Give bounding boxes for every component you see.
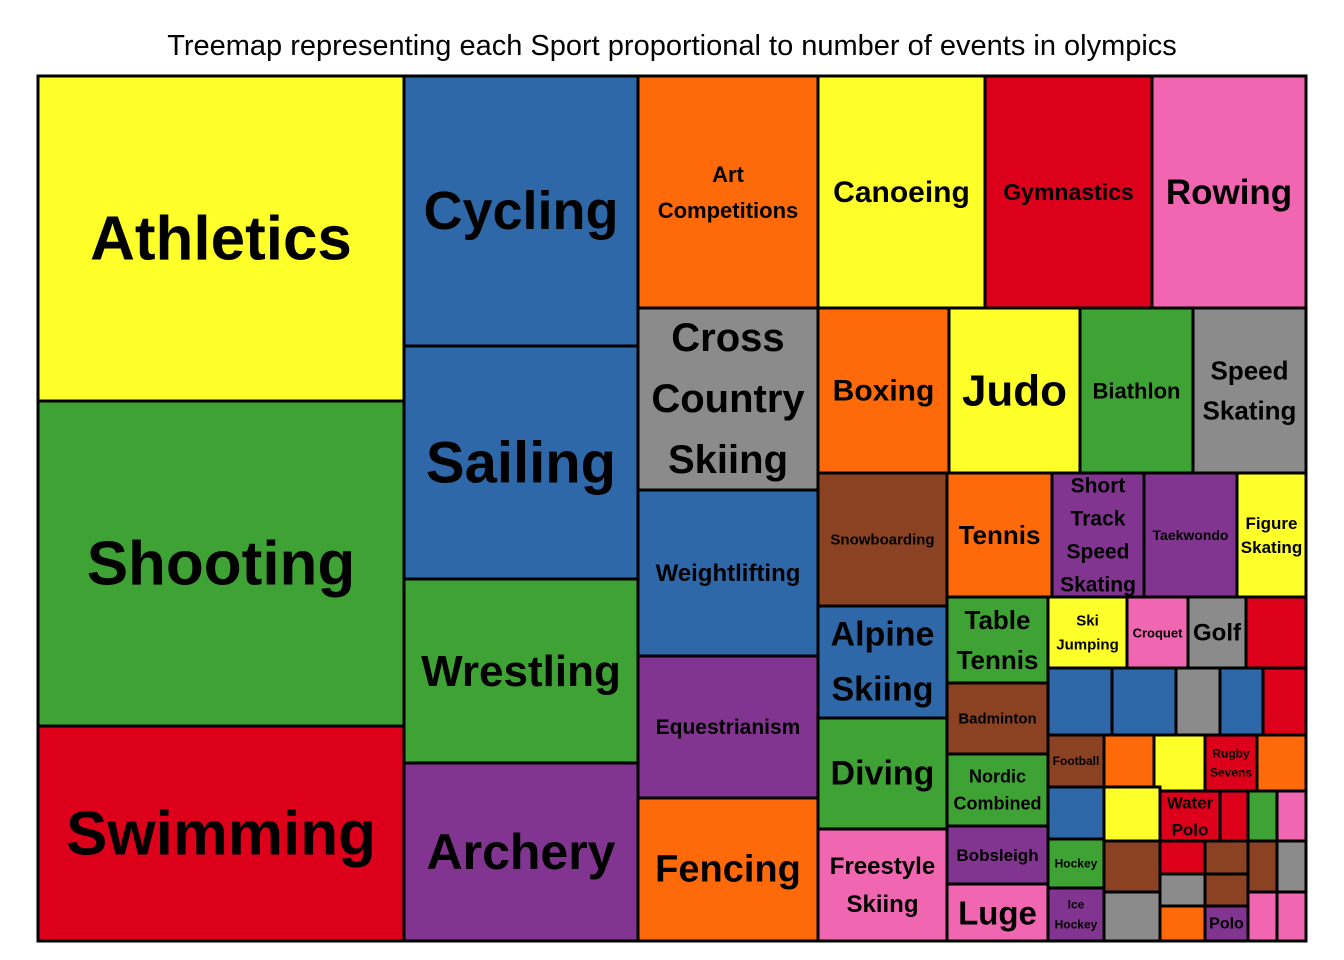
tile-unlabeled-61	[1203, 872, 1250, 908]
tile-unlabeled-42	[1244, 595, 1308, 670]
tile-unlabeled-64	[1158, 904, 1207, 943]
tile-label-polo: Polo	[1209, 915, 1244, 932]
tile-label-short-track-speed-skating: Short Track Speed Skating	[1060, 474, 1136, 596]
tile-athletics	[36, 74, 406, 403]
tile-swimming	[36, 724, 406, 943]
tile-unlabeled-52	[1102, 785, 1162, 843]
tile-label-cross-country-skiing: Cross Country Skiing	[651, 316, 805, 482]
tile-label-freestyle-skiing: Freestyle Skiing	[830, 853, 935, 918]
tile-figure-skating	[1235, 471, 1308, 599]
tile-label-archery: Archery	[427, 824, 616, 880]
tile-snowboarding	[816, 471, 949, 608]
tile-unlabeled-58	[1203, 839, 1250, 876]
tile-label-ski-jumping: Ski Jumping	[1056, 612, 1119, 653]
tile-freestyle-skiing	[816, 827, 949, 943]
tile-unlabeled-65	[1246, 890, 1279, 943]
tile-fencing	[636, 796, 820, 943]
tile-shooting	[36, 399, 406, 728]
tile-unlabeled-43	[1046, 666, 1114, 737]
tile-ice-hockey	[1046, 886, 1106, 943]
tile-label-cycling: Cycling	[423, 181, 618, 241]
tile-label-swimming: Swimming	[66, 799, 376, 868]
tile-label-ice-hockey: Ice Hockey	[1055, 898, 1098, 932]
tile-label-taekwondo: Taekwondo	[1153, 527, 1229, 543]
tile-unlabeled-63	[1102, 890, 1162, 943]
tile-unlabeled-49	[1152, 733, 1207, 793]
tile-label-football: Football	[1053, 754, 1100, 768]
tile-unlabeled-50	[1255, 733, 1308, 793]
tile-rugby-sevens	[1203, 733, 1259, 793]
tile-unlabeled-46	[1218, 666, 1265, 737]
chart-title: Treemap representing each Sport proporti…	[167, 30, 1177, 62]
tile-label-diving: Diving	[831, 755, 935, 793]
tile-unlabeled-66	[1275, 890, 1308, 943]
tile-unlabeled-51	[1046, 785, 1106, 841]
tile-gymnastics	[983, 74, 1154, 310]
tile-label-wrestling: Wrestling	[421, 647, 621, 696]
tile-label-biathlon: Biathlon	[1093, 378, 1181, 403]
tile-rowing	[1150, 74, 1308, 310]
tile-label-table-tennis: Table Tennis	[957, 605, 1039, 675]
tile-tennis	[945, 471, 1054, 599]
tile-label-art-competitions: Art Competitions	[658, 162, 799, 223]
tile-label-equestrianism: Equestrianism	[656, 716, 801, 739]
tile-ski-jumping	[1046, 595, 1129, 670]
tile-biathlon	[1078, 306, 1195, 475]
tile-nordic-combined	[945, 752, 1050, 828]
tile-label-badminton: Badminton	[958, 710, 1036, 727]
tile-weightlifting	[636, 488, 820, 658]
tile-label-water-polo: Water Polo	[1167, 793, 1214, 839]
tile-label-boxing: Boxing	[833, 374, 935, 407]
tile-label-speed-skating: Speed Skating	[1203, 356, 1297, 426]
tile-label-gymnastics: Gymnastics	[1003, 179, 1133, 205]
tile-unlabeled-59	[1246, 839, 1279, 894]
tile-label-judo: Judo	[962, 366, 1067, 415]
tile-label-canoeing: Canoeing	[833, 176, 970, 209]
tile-label-athletics: Athletics	[90, 204, 352, 273]
tile-label-hockey: Hockey	[1055, 857, 1098, 871]
tile-judo	[947, 306, 1082, 475]
tile-unlabeled-57	[1158, 839, 1207, 876]
tile-label-luge: Luge	[958, 894, 1037, 931]
tile-unlabeled-44	[1110, 666, 1178, 737]
tile-label-tennis: Tennis	[959, 520, 1041, 550]
tile-label-snowboarding: Snowboarding	[830, 531, 934, 548]
tile-label-sailing: Sailing	[426, 430, 616, 495]
tile-archery	[402, 761, 640, 943]
tile-unlabeled-47	[1261, 666, 1308, 737]
tile-unlabeled-54	[1246, 789, 1279, 843]
tile-label-figure-skating: Figure Skating	[1241, 514, 1302, 557]
tile-label-fencing: Fencing	[655, 849, 801, 891]
tile-unlabeled-55	[1275, 789, 1308, 843]
tile-unlabeled-45	[1174, 666, 1222, 737]
tile-boxing	[816, 306, 951, 475]
tile-label-croquet: Croquet	[1133, 625, 1184, 640]
tile-unlabeled-56	[1102, 839, 1162, 894]
tile-label-golf: Golf	[1193, 619, 1242, 646]
tile-label-nordic-combined: Nordic Combined	[954, 767, 1042, 814]
tile-unlabeled-62	[1275, 839, 1308, 894]
tile-label-weightlifting: Weightlifting	[656, 560, 801, 587]
tile-label-rugby-sevens: Rugby Sevens	[1210, 747, 1252, 780]
tile-unlabeled-60	[1158, 872, 1207, 908]
treemap-border	[36, 74, 1308, 943]
tile-label-bobsleigh: Bobsleigh	[956, 846, 1038, 865]
tile-unlabeled-48	[1102, 733, 1156, 789]
tile-diving	[816, 716, 949, 831]
tile-label-shooting: Shooting	[87, 529, 356, 598]
tile-short-track-speed-skating	[1050, 471, 1146, 599]
tile-speed-skating	[1191, 306, 1308, 475]
tile-unlabeled-53	[1218, 789, 1250, 843]
tile-label-alpine-skiing: Alpine Skiing	[831, 616, 935, 709]
tile-cross-country-skiing	[636, 306, 820, 492]
tile-art-competitions	[636, 74, 820, 310]
tile-label-rowing: Rowing	[1166, 173, 1292, 212]
